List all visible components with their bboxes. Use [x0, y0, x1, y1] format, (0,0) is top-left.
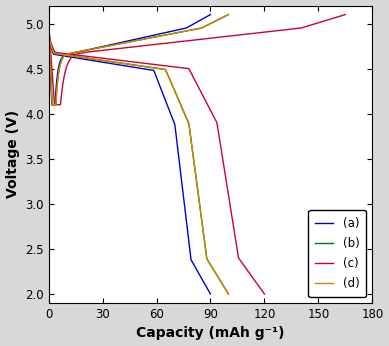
X-axis label: Capacity (mAh g⁻¹): Capacity (mAh g⁻¹) [136, 326, 285, 340]
Legend: (a), (b), (c), (d): (a), (b), (c), (d) [308, 210, 366, 297]
Y-axis label: Voltage (V): Voltage (V) [5, 110, 19, 198]
